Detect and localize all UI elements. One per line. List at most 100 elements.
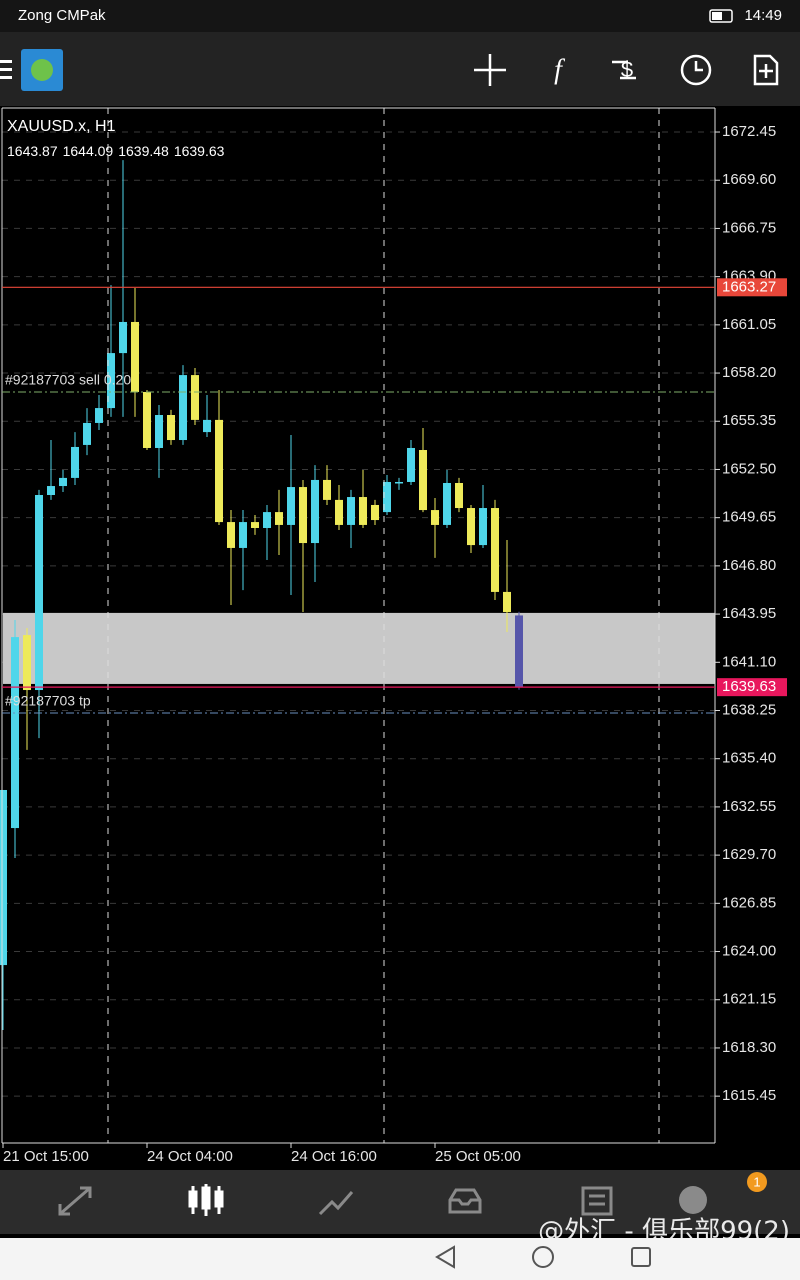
order-label: #92187703 tp [5,693,91,709]
y-tick-label: 1646.80 [722,557,776,574]
y-tick-label: 1621.15 [722,991,776,1008]
candle-body [11,637,19,829]
price-band [3,612,715,684]
bottom-nav [0,1170,800,1234]
candle-body [155,414,163,448]
app-icon-globe [31,59,53,81]
candle-body [131,321,139,392]
candle-body [83,422,91,445]
timeframe-button[interactable] [680,54,712,86]
battery [709,9,733,23]
candle-body [251,522,259,528]
candle-body [455,482,463,509]
x-tick-label: 24 Oct 04:00 [147,1148,233,1165]
candle-body [431,510,439,525]
y-tick-label: 1661.05 [722,316,776,333]
crosshair-button[interactable] [474,54,506,86]
candle-body [491,508,499,592]
candle-body [167,414,175,441]
period-separators [107,108,660,1143]
new-order-button[interactable] [753,54,779,86]
x-tick-label: 21 Oct 15:00 [3,1148,89,1165]
toolbar [0,32,800,106]
y-tick-label: 1629.70 [722,846,776,863]
candle-body [215,419,223,523]
overlay: 1672.451669.601666.751663.901661.051658.… [2,123,787,1165]
ohlc-high: 1644.09 [63,143,114,159]
y-tick-label: 1635.40 [722,750,776,767]
candle-body [71,446,79,478]
ohlc-close: 1639.63 [174,143,225,159]
nav-trade[interactable] [318,1191,354,1216]
nav-history[interactable] [448,1188,482,1214]
candle-body [479,508,487,546]
candle-body [239,522,247,548]
candle-body [443,482,451,525]
candle-body [179,375,187,441]
y-tick-label: 1641.10 [722,653,776,670]
ohlc-low: 1639.48 [118,143,169,159]
y-tick-label: 1624.00 [722,942,776,959]
candle-body [347,497,355,525]
candle-body [335,499,343,525]
home-button[interactable] [532,1246,554,1268]
candle-body [227,522,235,548]
nav-quotes[interactable] [58,1186,92,1216]
candle-body [119,321,127,354]
candle-body [359,497,367,525]
candle-body [203,419,211,433]
candle-body [59,477,67,487]
candle-body [467,508,475,546]
nav-news[interactable] [581,1186,613,1216]
ohlc-open: 1643.87 [7,143,58,159]
clock: 14:49 [744,7,782,24]
x-tick-label: 24 Oct 16:00 [291,1148,377,1165]
candle-body [515,615,523,688]
candle-body [287,487,295,525]
nav-chat[interactable] [679,1186,707,1214]
y-tick-label: 1669.60 [722,171,776,188]
y-tick-label: 1643.95 [722,605,776,622]
ohlc-readout: 1643.87 1644.09 1639.48 1639.63 [7,143,225,159]
y-tick-label: 1632.55 [722,798,776,815]
menu-button[interactable] [0,60,12,79]
candle-body [503,591,511,613]
system-nav [0,1238,800,1280]
candle-body [395,481,403,484]
recents-button[interactable] [631,1247,651,1267]
badge [747,1172,767,1192]
candle-body [0,789,7,966]
symbols-button[interactable]: $ [612,57,636,82]
candle-body [47,486,55,496]
y-tick-label: 1652.50 [722,460,776,477]
bid-tag-label: 1639.63 [722,678,776,695]
y-tick-label: 1638.25 [722,701,776,718]
candle-body [263,512,271,528]
indicators-button[interactable]: f [554,54,565,85]
candle-body [143,391,151,448]
y-tick-label: 1655.35 [722,412,776,429]
candle-body [299,487,307,544]
chart [0,131,720,1148]
candle-body [275,512,283,525]
stop-tag-label: 1663.27 [722,278,776,295]
back-button[interactable] [435,1245,455,1269]
svg-text:$: $ [621,57,633,82]
nav-chart[interactable] [188,1184,224,1216]
y-tick-label: 1666.75 [722,219,776,236]
order-label: #92187703 sell 0.20 [5,372,131,388]
stop-tag [717,278,787,297]
candle-body [191,375,199,420]
chart-title: XAUUSD.x, H1 [7,118,116,135]
candle-body [323,479,331,500]
x-tick-label: 25 Oct 05:00 [435,1148,521,1165]
y-tick-label: 1615.45 [722,1087,776,1104]
y-tick-label: 1618.30 [722,1039,776,1056]
carrier: Zong CMPak [18,7,106,24]
candle-body [107,353,115,409]
battery-level [712,12,722,20]
candle-body [419,450,427,511]
